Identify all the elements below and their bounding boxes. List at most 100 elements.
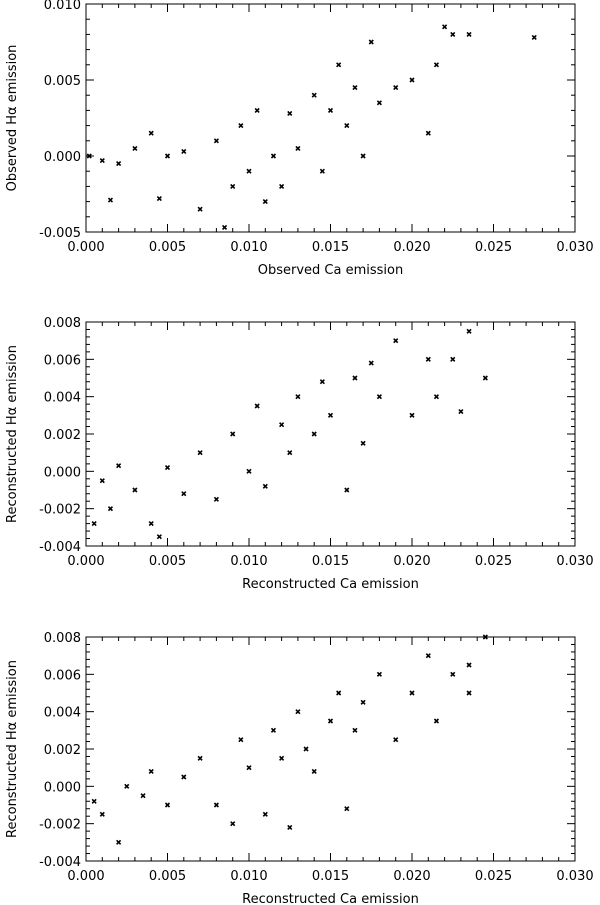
data-point [262, 811, 268, 817]
data-point [311, 92, 317, 98]
data-point [352, 727, 358, 733]
data-point [433, 718, 440, 724]
data-point [230, 183, 236, 189]
data-point [295, 145, 301, 151]
x-tick-label: 0.025 [475, 240, 512, 255]
y-tick-label: 0.005 [44, 74, 81, 89]
data-point [450, 31, 456, 37]
data-point [262, 483, 268, 489]
data-point [107, 197, 114, 203]
data-point [376, 671, 382, 677]
data-point [279, 755, 285, 761]
data-point [107, 506, 114, 512]
data-point [99, 157, 105, 164]
data-point [336, 62, 342, 68]
data-point [303, 746, 309, 752]
y-tick-label: 0.000 [44, 150, 81, 165]
x-tick-label: 0.020 [393, 554, 430, 569]
data-point [164, 802, 171, 808]
data-point [450, 356, 456, 362]
scatter-panel-2: 0.000 0.005 0.010 0.015 0.020 0.025 0.030 -0.00… [5, 316, 594, 592]
data-point [344, 123, 350, 129]
data-point [311, 768, 317, 774]
data-point [336, 690, 342, 696]
y-tick-label: -0.002 [39, 503, 81, 518]
x-tick-label: 0.020 [393, 240, 430, 255]
data-point [116, 463, 122, 469]
y-tick-label: 0.000 [44, 780, 81, 795]
data-point [433, 62, 440, 68]
data-point [246, 168, 252, 174]
data-point [230, 431, 236, 437]
x-tick-label: 0.010 [230, 869, 267, 884]
data-point [352, 85, 358, 91]
data-point [148, 521, 154, 527]
data-point [213, 138, 219, 144]
x-axis-title: Reconstructed Ca emission [242, 577, 419, 592]
y-axis-title: Observed Hα emission [5, 45, 20, 192]
data-point [482, 634, 488, 640]
data-point [393, 85, 399, 91]
data-point [164, 465, 171, 471]
data-point [238, 737, 244, 743]
plot-frame [85, 321, 576, 547]
x-tick-label: 0.025 [475, 554, 512, 569]
data-point [99, 811, 105, 817]
data-point [99, 478, 105, 484]
data-point [116, 839, 122, 845]
data-point [181, 148, 187, 155]
x-tick-label: 0.005 [149, 869, 186, 884]
scatter-panel-1: 0.000 0.005 0.010 0.015 0.020 0.025 0.030 -0.00… [5, 0, 594, 278]
data-point [262, 199, 268, 205]
data-point [156, 195, 162, 202]
x-tick-label: 0.030 [556, 240, 593, 255]
data-point [360, 153, 366, 159]
data-point [393, 737, 399, 743]
data-point [531, 34, 537, 41]
x-tick-label: 0.015 [312, 240, 349, 255]
x-tick-label: 0.000 [67, 240, 104, 255]
data-point [246, 765, 252, 771]
data-point [368, 360, 374, 366]
y-tick-label: 0.006 [44, 668, 81, 683]
y-tick-label: -0.005 [39, 226, 81, 241]
y-axis-title: Reconstructed Hα emission [5, 345, 20, 523]
data-point [148, 130, 154, 136]
data-point [164, 153, 171, 159]
y-tick-label: 0.006 [44, 353, 81, 368]
data-point [132, 145, 138, 151]
y-axis-title: Reconstructed Hα emission [5, 660, 20, 838]
x-tick-label: 0.005 [149, 240, 186, 255]
data-point [327, 107, 334, 113]
y-tick-label: -0.004 [39, 540, 81, 555]
data-point [393, 338, 399, 344]
y-tick-label: 0.010 [44, 0, 81, 13]
x-tick-label: 0.005 [149, 554, 186, 569]
x-tick-label: 0.030 [556, 869, 593, 884]
data-point [270, 727, 277, 733]
data-point [181, 774, 187, 780]
data-point [344, 806, 350, 812]
x-tick-label: 0.015 [312, 869, 349, 884]
data-point [409, 690, 415, 696]
data-point [254, 403, 260, 409]
data-point [319, 168, 325, 174]
data-point [132, 487, 138, 493]
data-point [295, 709, 301, 715]
data-point [450, 671, 456, 677]
data-point [442, 24, 448, 30]
data-point [376, 394, 382, 400]
data-point [458, 409, 464, 415]
data-point [327, 718, 334, 724]
data-point [287, 110, 293, 117]
x-tick-label: 0.010 [230, 554, 267, 569]
data-point [409, 412, 415, 418]
data-point [466, 662, 472, 668]
data-point [156, 534, 162, 540]
y-tick-label: -0.002 [39, 818, 81, 833]
data-point [148, 768, 154, 774]
data-point [425, 356, 431, 362]
data-point [140, 793, 146, 799]
x-tick-label: 0.010 [230, 240, 267, 255]
